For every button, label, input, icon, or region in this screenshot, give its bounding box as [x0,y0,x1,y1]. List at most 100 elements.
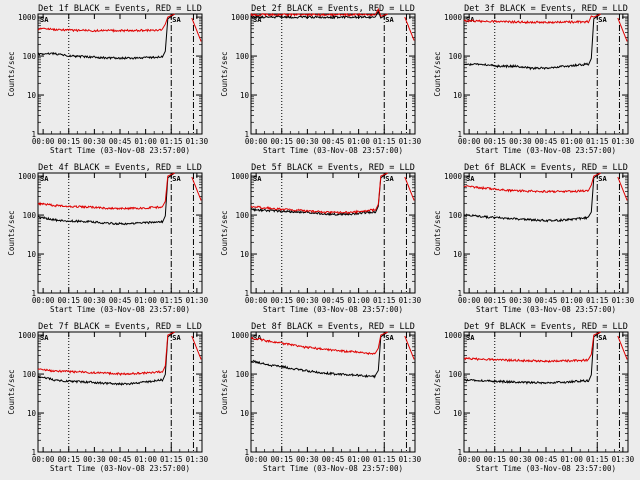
plot-frame [463,13,629,135]
panel-det-8: Det 8f BLACK = Events, RED = LLD 1 10 100 10… [220,322,422,473]
x-axis-label: Start Time (03-Nov-08 23:57:00) [50,146,190,155]
series-line-lld [37,331,175,377]
y-tick-label: 100 [22,211,36,220]
y-tick-label: 100 [22,370,36,379]
y-tick-label: 1 [31,448,36,457]
y-tick-label: 10 [453,91,463,100]
panel-title: Det 7f BLACK = Events, RED = LLD [38,322,202,332]
y-axis-label: Counts/sec [433,210,442,255]
series-line-post-lld [404,335,415,360]
saa-label: SA [466,16,475,24]
y-axis-label: Counts/sec [220,51,229,96]
x-tick-label: 00:00 [245,137,268,146]
panel-det-3: Det 3f BLACK = Events, RED = LLD 1 10 100 10… [433,4,635,155]
panel-title: Det 8f BLACK = Events, RED = LLD [251,322,415,332]
x-tick-label: 01:30 [399,296,422,305]
x-tick-label: 00:00 [32,296,55,305]
y-tick-label: 10 [453,250,463,259]
saa-label: SA [598,175,607,183]
series-line-events [463,331,601,385]
y-tick-label: 1000 [444,13,463,22]
x-axis-label: Start Time (03-Nov-08 23:57:00) [476,146,616,155]
x-tick-label: 00:15 [483,137,506,146]
saa-label: SA [598,334,607,342]
y-tick-label: 1 [244,130,249,139]
y-tick-label: 1 [244,289,249,298]
x-tick-label: 00:15 [57,137,80,146]
y-tick-label: 10 [27,91,37,100]
series-line-events [37,13,175,61]
saa-label: SA [40,175,49,183]
series-line-events [250,331,388,379]
x-axis-label: Start Time (03-Nov-08 23:57:00) [263,305,403,314]
x-tick-label: 01:30 [186,296,209,305]
x-tick-label: 01:15 [586,455,609,464]
x-tick-label: 01:00 [560,137,583,146]
x-tick-label: 01:15 [373,137,396,146]
saa-label: SA [40,334,49,342]
y-tick-label: 100 [448,211,462,220]
saa-label: SA [172,16,181,24]
series-line-post-lld [617,335,628,360]
y-tick-label: 1 [457,289,462,298]
y-tick-label: 10 [240,250,250,259]
x-tick-label: 00:45 [109,455,132,464]
x-tick-label: 00:15 [57,455,80,464]
x-tick-label: 01:30 [399,137,422,146]
x-tick-label: 01:00 [560,455,583,464]
saa-label: SA [253,16,262,24]
x-tick-label: 01:00 [347,296,370,305]
y-axis-label: Counts/sec [220,369,229,414]
plot-frame [463,172,629,294]
panel-title: Det 6f BLACK = Events, RED = LLD [464,163,628,173]
saa-label: SA [172,334,181,342]
y-tick-label: 1000 [231,13,250,22]
x-tick-label: 00:45 [535,296,558,305]
series-line-post-lld [617,17,628,42]
panel-title: Det 2f BLACK = Events, RED = LLD [251,4,415,14]
x-tick-label: 01:30 [612,455,635,464]
plot-frame [37,172,203,294]
x-tick-label: 00:30 [83,137,106,146]
x-axis-label: Start Time (03-Nov-08 23:57:00) [476,305,616,314]
x-tick-label: 01:00 [134,455,157,464]
x-tick-label: 00:30 [296,137,319,146]
saa-label: SA [466,175,475,183]
x-tick-label: 00:15 [270,296,293,305]
panel-title: Det 1f BLACK = Events, RED = LLD [38,4,202,14]
x-tick-label: 00:00 [458,296,481,305]
x-tick-label: 00:15 [483,296,506,305]
x-tick-label: 00:00 [32,137,55,146]
x-tick-label: 00:30 [509,296,532,305]
plot-frame [37,13,203,135]
x-axis-label: Start Time (03-Nov-08 23:57:00) [476,464,616,473]
y-tick-label: 1 [457,448,462,457]
x-tick-label: 00:45 [109,296,132,305]
y-tick-label: 1000 [444,331,463,340]
panel-det-7: Det 7f BLACK = Events, RED = LLD 1 10 100 10… [7,322,209,473]
x-tick-label: 00:30 [509,455,532,464]
panel-title: Det 9f BLACK = Events, RED = LLD [464,322,628,332]
panel-det-4: Det 4f BLACK = Events, RED = LLD 1 10 100 10… [7,163,209,314]
plot-frame [463,331,629,453]
x-tick-label: 00:30 [509,137,532,146]
series-line-lld [250,172,388,215]
series-line-post-lld [617,176,628,201]
panel-det-9: Det 9f BLACK = Events, RED = LLD 1 10 100 10… [433,322,635,473]
y-tick-label: 100 [235,370,249,379]
y-tick-label: 100 [448,52,462,61]
series-line-post-lld [404,16,415,41]
x-tick-label: 00:00 [245,455,268,464]
x-tick-label: 00:30 [296,296,319,305]
series-line-post-lld [191,176,202,201]
y-tick-label: 1 [31,130,36,139]
x-tick-label: 01:00 [134,137,157,146]
x-axis-label: Start Time (03-Nov-08 23:57:00) [50,305,190,314]
x-tick-label: 00:00 [458,455,481,464]
x-tick-label: 01:15 [160,296,183,305]
x-tick-label: 01:00 [347,137,370,146]
x-tick-label: 00:45 [535,137,558,146]
series-line-events [38,331,175,386]
x-tick-label: 00:45 [109,137,132,146]
